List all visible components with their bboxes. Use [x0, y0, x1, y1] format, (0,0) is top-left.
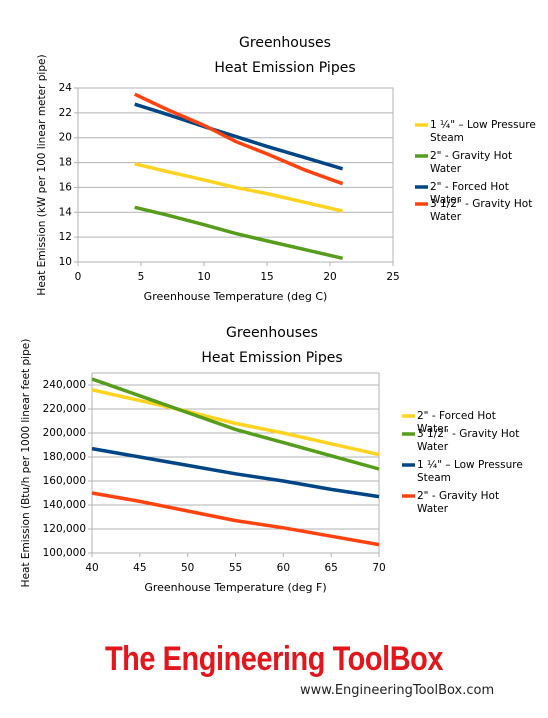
y-tick-label: 100,000: [43, 547, 86, 559]
x-tick-label: 55: [229, 562, 242, 574]
x-tick-label: 5: [138, 271, 145, 283]
y-tick-label: 140,000: [43, 499, 86, 511]
y-axis-label: Heat Emission (kW per 100 linear meter p…: [36, 54, 48, 295]
x-tick-label: 15: [260, 271, 273, 283]
legend-label: 3 1/2" - Gravity Hot Water: [417, 428, 520, 453]
x-tick-label: 60: [277, 562, 290, 574]
y-tick-label: 16: [59, 181, 73, 193]
y-tick-label: 20: [59, 132, 72, 144]
series-line: [91, 446, 380, 499]
x-tick-label: 20: [323, 271, 336, 283]
chart-subtitle: Heat Emission Pipes: [214, 60, 355, 76]
legend-label: 1 ¼" – Low Pressure Steam: [417, 459, 523, 484]
legend-label: 2" - Gravity Hot Water: [417, 490, 500, 515]
x-tick-label: 65: [324, 562, 337, 574]
series-line: [91, 377, 380, 471]
chart-title: Greenhouses: [239, 35, 331, 51]
legend-label: 3 1/2" - Gravity Hot Water: [430, 198, 533, 223]
x-tick-label: 0: [75, 271, 82, 283]
y-tick-label: 160,000: [43, 475, 86, 487]
series-line: [134, 162, 343, 213]
legend-label: 2" - Forced Hot Water: [430, 181, 509, 206]
series-line: [91, 491, 380, 547]
x-tick-label: 40: [85, 562, 98, 574]
url: www.EngineeringToolBox.com: [300, 683, 495, 698]
series-line: [134, 102, 344, 171]
y-tick-label: 200,000: [43, 427, 86, 439]
chart-subtitle: Heat Emission Pipes: [201, 350, 342, 366]
x-tick-label: 70: [372, 562, 385, 574]
y-tick-label: 24: [59, 82, 73, 94]
series-line: [134, 205, 343, 260]
series-line: [91, 388, 380, 457]
x-axis-label: Greenhouse Temperature (deg C): [144, 290, 328, 303]
plot-frame: [77, 87, 394, 263]
y-tick-label: 180,000: [43, 451, 86, 463]
x-tick-label: 10: [197, 271, 210, 283]
y-tick-label: 240,000: [43, 379, 86, 391]
legend-label: 2" - Gravity Hot Water: [430, 150, 513, 175]
y-tick-label: 14: [59, 206, 73, 218]
x-tick-label: 25: [386, 271, 399, 283]
x-axis-label: Greenhouse Temperature (deg F): [144, 581, 326, 594]
y-tick-label: 18: [59, 157, 72, 169]
y-tick-label: 10: [59, 256, 72, 268]
y-tick-label: 120,000: [43, 523, 86, 535]
y-tick-label: 22: [59, 107, 72, 119]
y-tick-label: 12: [59, 231, 72, 243]
chart-title: Greenhouses: [226, 325, 318, 341]
legend-label: 1 ¼" – Low Pressure Steam: [430, 119, 536, 144]
legend-label: 2" - Forced Hot Water: [417, 410, 496, 435]
y-tick-label: 220,000: [43, 403, 86, 415]
series-line: [133, 92, 344, 186]
y-axis-label: Heat Emission (Btu/h per 1000 linear fee…: [20, 339, 32, 588]
x-tick-label: 50: [181, 562, 194, 574]
brand: The Engineering ToolBox: [104, 640, 444, 678]
plot-frame: [91, 372, 380, 554]
x-tick-label: 45: [133, 562, 146, 574]
